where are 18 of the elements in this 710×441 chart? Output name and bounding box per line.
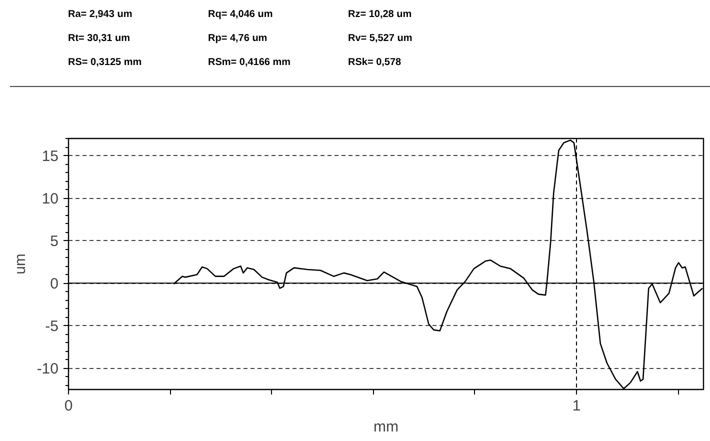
text: Ra= 2,943 um [68, 8, 134, 22]
text: Rv= 5,527 um [348, 32, 414, 46]
x-axis-title: mm [374, 418, 399, 436]
y-tick-label: 15 [42, 148, 59, 166]
text: RSm= 0,4166 mm [208, 56, 292, 70]
text: RSk= 0,578 [348, 56, 402, 70]
y-tick-label: 0 [50, 276, 58, 293]
text: RS= 0,3125 mm [68, 56, 143, 70]
text: Rz= 10,28 um [348, 8, 413, 22]
text: Rt= 30,31 um [68, 32, 131, 46]
text: Rq= 4,046 um [208, 8, 274, 22]
y-tick-label: -5 [45, 318, 59, 336]
y-tick-label: 10 [42, 190, 59, 208]
y-tick-label: 5 [50, 233, 58, 250]
x-tick-label: 1 [572, 398, 581, 414]
text: Rp= 4,76 um [208, 32, 268, 46]
y-tick-label: -10 [36, 360, 59, 378]
y-axis-title: um [12, 254, 29, 274]
